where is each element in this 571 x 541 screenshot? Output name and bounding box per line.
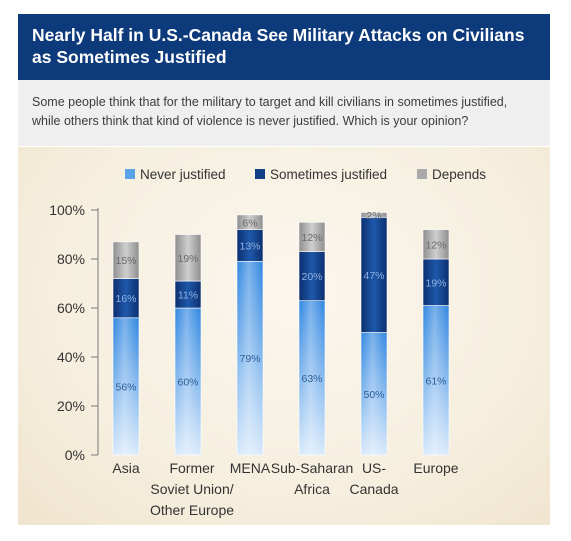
bar-segment-sometimes	[174, 280, 202, 309]
data-label-depends: 19%	[177, 253, 198, 265]
bars: 56% 16% 15% 60% 11% 19% 79% 13% 6% 63% 20% 12% 50% 47…	[112, 210, 450, 456]
data-label-sometimes: 47%	[363, 270, 384, 282]
data-label-sometimes: 13%	[239, 241, 260, 253]
y-axis: 0% 20% 40% 60% 80% 100%	[49, 202, 99, 463]
bar-segment-sometimes	[298, 251, 326, 301]
y-tick-label: 40%	[57, 349, 85, 365]
bar-highlight	[361, 332, 387, 455]
data-label-never: 79%	[239, 353, 260, 365]
survey-question: Some people think that for the military …	[18, 80, 550, 146]
bar-highlight	[113, 317, 139, 455]
legend-label-sometimes: Sometimes justified	[270, 167, 387, 182]
bar-highlight	[299, 300, 325, 455]
legend-label-depends: Depends	[432, 167, 486, 182]
legend-swatch-sometimes	[255, 169, 265, 179]
bar-segment-sometimes	[112, 278, 140, 319]
bar-segment-sometimes	[360, 217, 388, 333]
bar-highlight	[423, 305, 449, 455]
chart-header: Nearly Half in U.S.-Canada See Military …	[18, 14, 550, 80]
data-label-never: 63%	[301, 373, 322, 385]
x-tick-label: MENA	[230, 460, 271, 476]
y-tick-label: 0%	[65, 447, 85, 463]
data-label-depends: 6%	[242, 217, 257, 229]
x-tick-label: Asia	[112, 460, 139, 476]
y-tick-label: 60%	[57, 300, 85, 316]
bar-segment-depends	[112, 241, 140, 279]
bar-segment-sometimes	[422, 258, 450, 306]
x-tick-label: Europe	[413, 460, 458, 476]
chart-panel	[18, 147, 550, 525]
legend: Never justified Sometimes justified Depend…	[125, 167, 486, 182]
bar-highlight	[175, 308, 201, 455]
y-tick-label: 80%	[57, 251, 85, 267]
data-label-never: 50%	[363, 389, 384, 401]
legend-swatch-depends	[417, 169, 427, 179]
data-label-depends: 12%	[301, 232, 322, 244]
data-label-depends: 12%	[425, 239, 446, 251]
legend-swatch-never	[125, 169, 135, 179]
chart-title: Nearly Half in U.S.-Canada See Military …	[32, 25, 525, 67]
x-tick-label: Sub-Saharan Africa	[271, 460, 354, 497]
bar-segment-depends	[298, 221, 326, 252]
data-label-never: 56%	[115, 381, 136, 393]
data-label-sometimes: 20%	[301, 271, 322, 283]
data-label-sometimes: 19%	[425, 277, 446, 289]
question-text: Some people think that for the military …	[32, 95, 508, 128]
x-tick-label: Former Soviet Union/Other Europe	[150, 460, 234, 518]
bar-segment-depends	[422, 229, 450, 260]
data-label-never: 60%	[177, 377, 198, 389]
data-label-depends: 2%	[366, 210, 381, 222]
data-label-depends: 15%	[115, 255, 136, 267]
x-tick-label: US-Canada	[349, 460, 398, 497]
y-tick-label: 20%	[57, 398, 85, 414]
legend-label-never: Never justified	[140, 167, 226, 182]
y-tick-label: 100%	[49, 202, 85, 218]
data-label-never: 61%	[425, 375, 446, 387]
bar-segment-depends	[174, 234, 202, 282]
bar-highlight	[237, 261, 263, 455]
data-label-sometimes: 16%	[115, 293, 136, 305]
bar-segment-depends	[236, 214, 264, 230]
data-label-sometimes: 11%	[178, 290, 198, 302]
bar-segment-depends	[360, 212, 388, 218]
bar-segment-sometimes	[236, 229, 264, 262]
